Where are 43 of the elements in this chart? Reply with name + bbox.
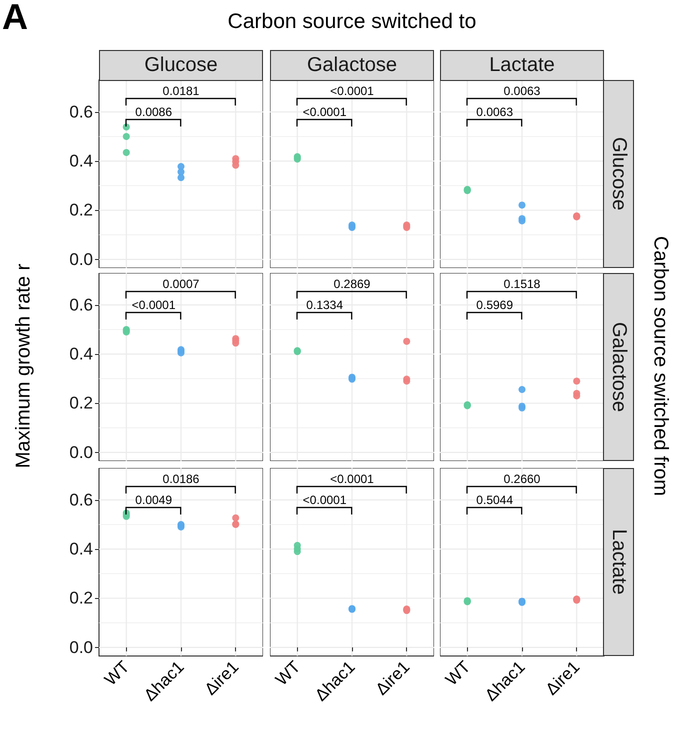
y-tick-label: 0.6 <box>69 490 93 510</box>
annotation: 0.0049 <box>135 493 172 507</box>
y-tick-label: 0.2 <box>69 588 93 608</box>
x-tick-label: WT <box>100 657 134 690</box>
y-tick-label: 0.4 <box>69 540 93 559</box>
annotation: 0.2869 <box>334 277 370 291</box>
text: Carbon source switched from <box>648 236 672 496</box>
y2-axis-title: Lactate <box>603 468 634 656</box>
y-tick-label: 0.2 <box>69 394 93 413</box>
chart-title: Glucose <box>99 50 263 81</box>
y-tick-label: 0.4 <box>69 344 93 364</box>
annotation: 0.0063 <box>504 84 540 98</box>
x-tick-label: WT <box>442 657 474 690</box>
annotation: 0.0007 <box>162 277 200 291</box>
y-tick-label: 0.0 <box>69 638 93 657</box>
annotation: 0.1518 <box>504 277 540 291</box>
text: Maximum growth rate r <box>12 264 36 468</box>
text: A <box>2 0 28 38</box>
annotation: <0.0001 <box>132 298 176 312</box>
text: Carbon source switched to <box>228 10 476 34</box>
y-tick-label: 0.6 <box>69 102 93 122</box>
y-tick-label: 0.6 <box>69 295 93 314</box>
annotation: 0.1334 <box>306 298 344 312</box>
x-tick-label: WT <box>272 657 304 690</box>
y-tick-label: 0.2 <box>69 200 93 220</box>
annotation: 0.0181 <box>162 84 200 98</box>
y2-axis-title: Glucose <box>603 80 634 268</box>
y-tick-label: 0.0 <box>69 442 93 462</box>
annotation: 0.2660 <box>504 472 540 486</box>
annotation: 0.5969 <box>476 298 514 312</box>
annotation: 0.0086 <box>135 105 172 119</box>
y2-axis-title: Galactose <box>603 273 634 461</box>
annotation: 0.5044 <box>476 493 514 507</box>
annotation: 0.0186 <box>162 472 200 486</box>
annotation: <0.0001 <box>330 84 374 98</box>
annotation: <0.0001 <box>302 493 347 507</box>
annotation: <0.0001 <box>330 472 374 486</box>
annotation: 0.0063 <box>476 105 514 119</box>
chart-title: Lactate <box>440 50 604 81</box>
y-tick-label: 0.4 <box>69 152 93 171</box>
y-tick-label: 0.0 <box>69 250 93 269</box>
chart-title: Galactose <box>270 50 434 81</box>
annotation: <0.0001 <box>302 105 347 119</box>
